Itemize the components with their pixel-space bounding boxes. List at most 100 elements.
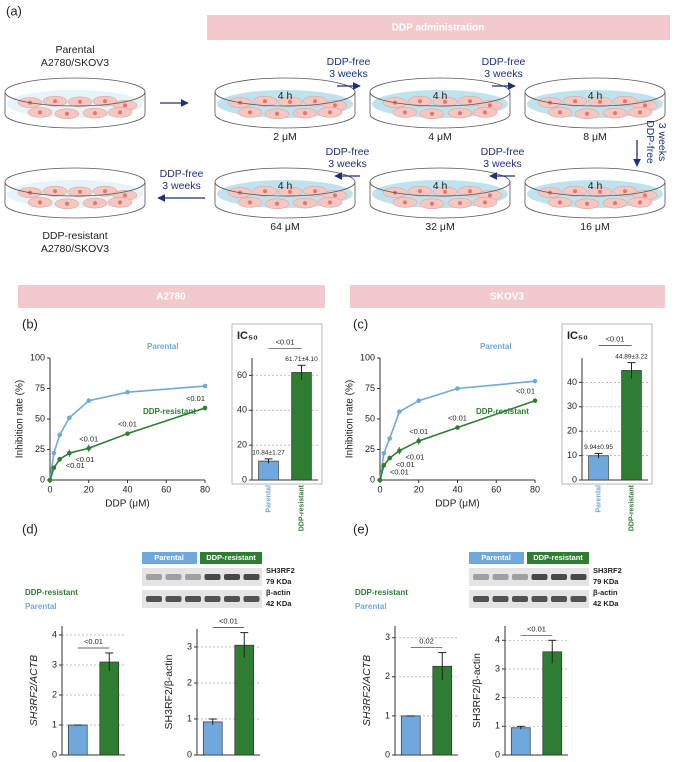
- y-tick-label: 30: [567, 401, 577, 411]
- p-value: <0.01: [405, 453, 424, 462]
- point: [377, 477, 383, 483]
- bar: [542, 651, 563, 756]
- point: [381, 463, 387, 468]
- nucleus: [638, 110, 642, 115]
- bar: [99, 661, 120, 756]
- legend-entry: DDP-resistant: [25, 588, 78, 597]
- y-tick-label: 3: [385, 632, 390, 642]
- header-band: [207, 15, 670, 40]
- nucleus: [598, 189, 602, 194]
- x-tick-label: 0: [47, 484, 52, 494]
- nucleus: [638, 200, 642, 205]
- nucleus: [65, 201, 69, 206]
- band: [531, 574, 548, 580]
- point: [67, 450, 72, 456]
- point: [381, 450, 387, 456]
- point: [57, 432, 62, 438]
- point: [86, 398, 92, 404]
- y-tick-label: 50: [365, 413, 375, 423]
- band: [224, 574, 240, 580]
- label: A2780/SKOV3: [41, 243, 109, 255]
- point: [47, 477, 53, 483]
- nucleus: [328, 200, 332, 205]
- p-value: <0.01: [448, 414, 467, 423]
- point: [202, 405, 208, 411]
- x-axis-label: DDP (μM): [435, 499, 479, 510]
- x-tick-label: 80: [530, 484, 540, 494]
- header-band: [350, 285, 665, 308]
- point: [532, 398, 538, 404]
- y-tick-label: 3: [495, 663, 500, 673]
- nucleus: [118, 110, 122, 115]
- exposure: 4 h: [433, 90, 448, 102]
- x-tick-label: 20: [414, 484, 424, 494]
- x-tick-label: DDP-resistant: [628, 484, 635, 531]
- band: [165, 596, 182, 602]
- y-tick-label: 4: [495, 635, 500, 645]
- y-tick-label: 10: [567, 450, 577, 460]
- y-tick-label: 60: [237, 370, 247, 380]
- y-tick-label: 100: [30, 352, 45, 362]
- interval: DDP-free: [644, 120, 656, 164]
- y-tick-label: 40: [237, 405, 247, 415]
- dose: 64 μM: [270, 221, 299, 233]
- bar: [258, 460, 279, 481]
- y-tick-label: 50: [35, 413, 45, 423]
- point: [67, 415, 72, 421]
- dose: 32 μM: [425, 221, 454, 233]
- dish-rim: [369, 77, 511, 107]
- nucleus: [403, 200, 407, 205]
- band-name: SH3RF2: [266, 566, 295, 575]
- dish-rim: [524, 167, 666, 197]
- nucleus: [403, 110, 407, 115]
- band: [204, 596, 221, 602]
- nucleus: [443, 99, 447, 104]
- y-tick-label: 20: [237, 440, 247, 450]
- exposure: 4 h: [278, 180, 293, 192]
- nucleus: [558, 200, 562, 205]
- bar: [67, 724, 88, 756]
- interval: 3 weeks: [483, 158, 522, 170]
- point: [125, 431, 130, 436]
- band-size: 79 KDa: [266, 577, 292, 586]
- bar: [291, 372, 312, 481]
- nucleus: [443, 189, 447, 194]
- series-label: Parental: [480, 342, 512, 351]
- point: [86, 445, 92, 451]
- group-box: [142, 552, 197, 564]
- x-tick-label: Parental: [595, 485, 602, 513]
- nucleus: [303, 111, 307, 116]
- interval: 3 weeks: [329, 68, 368, 80]
- nucleus: [573, 99, 577, 104]
- p-value: <0.01: [66, 461, 85, 470]
- x-tick-label: 40: [122, 484, 132, 494]
- nucleus: [65, 111, 69, 116]
- y-tick-label: 1: [495, 721, 500, 731]
- blot-strip: [469, 568, 589, 586]
- x-axis-label: DDP (μM): [105, 499, 149, 510]
- y-tick-label: 0: [385, 749, 390, 759]
- exposure: 4 h: [433, 180, 448, 192]
- blot-strip: [142, 590, 262, 608]
- nucleus: [468, 189, 472, 194]
- nucleus: [333, 103, 337, 108]
- nucleus: [103, 99, 107, 104]
- nucleus: [53, 99, 57, 104]
- cell-line-header: SKOV3: [490, 292, 524, 303]
- y-tick-label: 75: [365, 383, 375, 393]
- value-label: 61.71±4.10: [285, 356, 318, 363]
- band: [224, 596, 240, 602]
- point: [51, 450, 57, 456]
- header-band: [18, 285, 325, 308]
- point: [51, 465, 57, 471]
- nucleus: [53, 189, 57, 194]
- interval: DDP-free: [327, 56, 371, 68]
- y-tick-label: 2: [187, 677, 192, 687]
- bar: [202, 721, 223, 756]
- panel-label: (a): [6, 3, 22, 18]
- band: [204, 574, 221, 580]
- inset-frame: [561, 323, 653, 485]
- group-box: [469, 552, 524, 564]
- label: A2780/SKOV3: [41, 57, 109, 69]
